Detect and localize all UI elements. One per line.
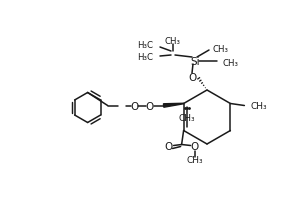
Text: CH₃: CH₃ — [213, 44, 229, 53]
Text: H₃C: H₃C — [137, 53, 153, 62]
Polygon shape — [164, 104, 184, 108]
Text: H₃C: H₃C — [137, 41, 153, 50]
Text: O: O — [130, 101, 139, 111]
Text: CH₃: CH₃ — [250, 101, 267, 110]
Text: Si: Si — [190, 57, 200, 67]
Text: CH₃: CH₃ — [165, 36, 181, 45]
Text: CH₃: CH₃ — [179, 114, 195, 122]
Text: CH₃: CH₃ — [186, 155, 203, 164]
Text: O: O — [164, 142, 173, 152]
Text: O: O — [190, 142, 199, 152]
Text: O: O — [189, 73, 197, 83]
Text: CH₃: CH₃ — [223, 59, 239, 68]
Text: O: O — [146, 101, 154, 111]
